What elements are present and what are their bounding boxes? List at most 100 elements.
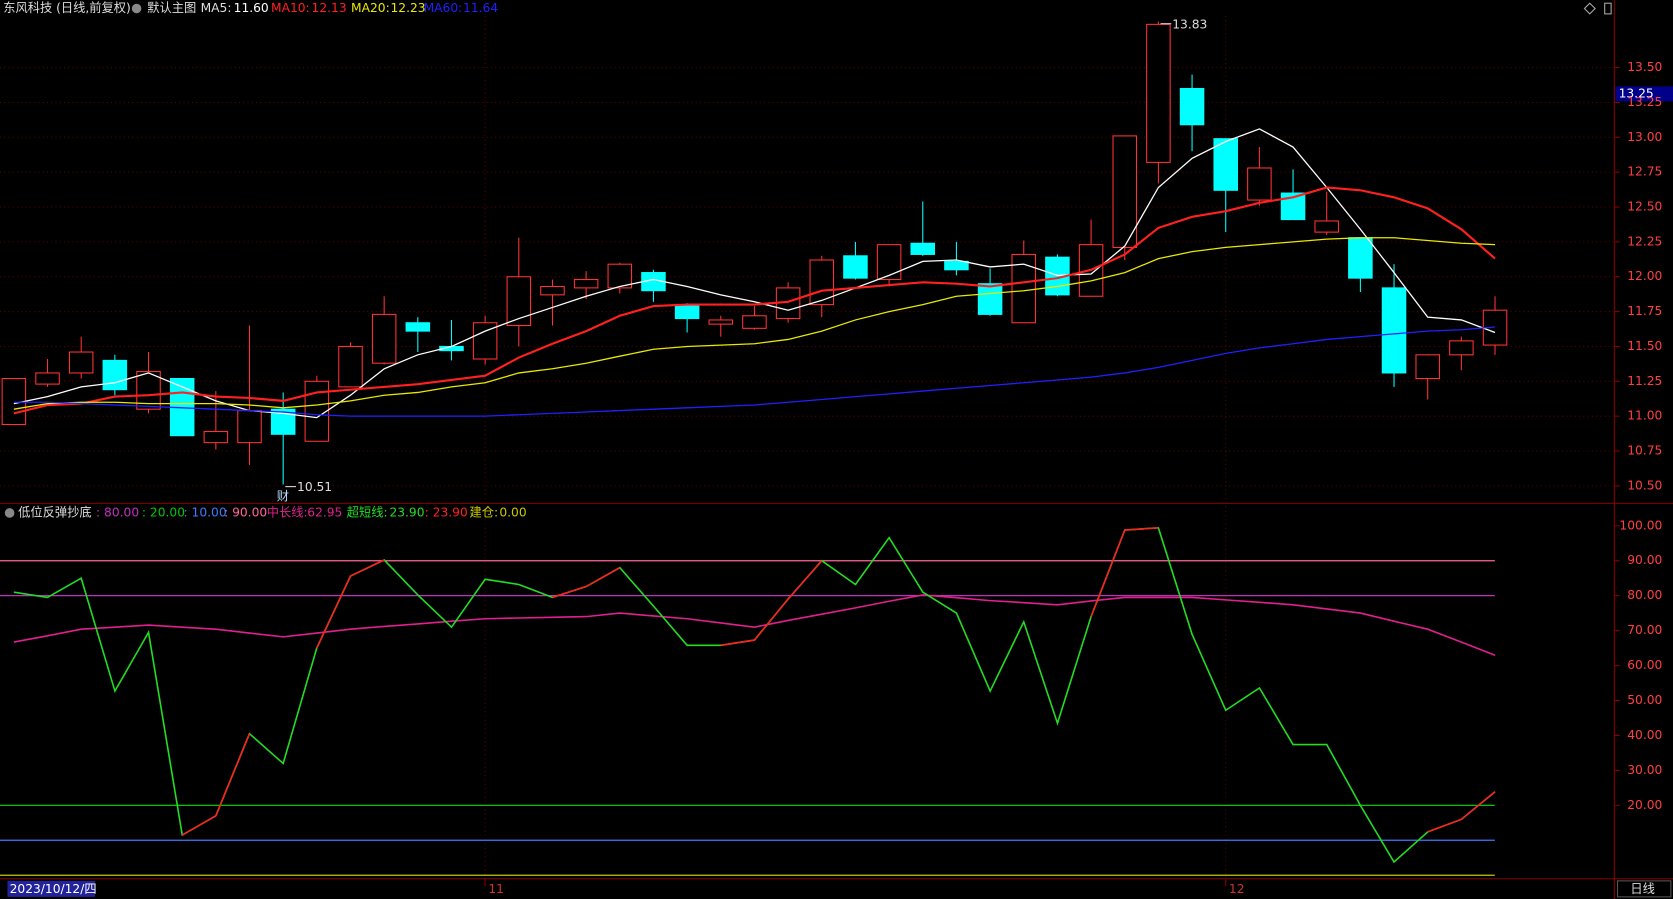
legend-name: MA10:: [271, 1, 310, 15]
legend-name: MA5:: [201, 1, 232, 15]
period-label[interactable]: 日线: [1630, 882, 1655, 896]
toggle-icon[interactable]: [1583, 2, 1596, 15]
candle-body: [1381, 287, 1407, 374]
legend-value: 62.95: [307, 505, 342, 519]
event-label: 财: [277, 489, 289, 503]
y-tick-label: 11.75: [1627, 304, 1662, 318]
candle-body: [1179, 87, 1205, 126]
y-tick-label: 80.00: [1627, 588, 1662, 602]
candle-body: [136, 371, 161, 410]
legend-value: 12.13: [312, 1, 347, 15]
y-tick-label: 30.00: [1627, 763, 1662, 777]
y-tick-label: 11.00: [1627, 409, 1662, 423]
candle-body: [102, 359, 128, 391]
candle-body: [977, 283, 1003, 315]
legend-value: : 80.00: [96, 505, 139, 519]
candle-body: [68, 351, 94, 374]
y-tick-label: 13.00: [1627, 130, 1662, 144]
candle-body: [1348, 237, 1373, 279]
candle-body: [843, 255, 868, 279]
y-tick-label: 60.00: [1627, 658, 1662, 672]
y-tick-label: 20.00: [1627, 798, 1662, 812]
candle-body: [910, 242, 936, 255]
candle-body: [674, 304, 700, 320]
panel-icon[interactable]: [1604, 2, 1612, 15]
legend-name: MA60:: [424, 1, 463, 15]
y-tick-label: 10.50: [1627, 478, 1662, 492]
y-tick-label: 11.50: [1627, 339, 1662, 353]
indicator-line: [181, 527, 1496, 836]
candle-body: [472, 322, 498, 360]
legend-value: 0.00: [499, 505, 526, 519]
indicator-menu-icon[interactable]: [4, 508, 15, 518]
annotation: 13.83: [1172, 17, 1207, 31]
candle-body: [1247, 167, 1272, 201]
candle-body: [203, 430, 229, 444]
legend-name: 建仓:: [469, 505, 498, 519]
candle-body: [338, 345, 363, 388]
y-tick-label: 12.00: [1627, 269, 1662, 283]
y-tick-label: 100.00: [1619, 518, 1662, 532]
candle-body: [742, 315, 767, 329]
candle-body: [1213, 138, 1238, 191]
candle-body: [506, 276, 532, 327]
legend-value: 11.60: [234, 1, 269, 15]
legend-value: : 90.00: [224, 505, 267, 519]
cursor-date-box: [7, 880, 95, 897]
candle-body: [1112, 135, 1138, 248]
candle-body: [270, 408, 296, 435]
legend-value: 12.23: [391, 1, 426, 15]
menu-icon[interactable]: [131, 3, 142, 14]
y-tick-label: 70.00: [1627, 623, 1662, 637]
candle-body: [876, 244, 902, 281]
candle-body: [573, 278, 599, 289]
x-tick-label: 11: [488, 882, 504, 896]
y-tick-label: 40.00: [1627, 728, 1662, 742]
y-tick-label: 50.00: [1627, 693, 1662, 707]
candle-body: [237, 410, 262, 444]
legend-value: 23.90: [389, 505, 424, 519]
chart-title: 东风科技 (日线,前复权): [3, 0, 131, 15]
cursor-date: 2023/10/12/四: [10, 882, 97, 896]
cursor-price-box: [1615, 86, 1673, 102]
legend-name: 中长线:: [267, 504, 308, 519]
indicator-title: 低位反弹抄底: [18, 504, 92, 519]
cursor-price: 13.25: [1619, 86, 1654, 100]
candle-body: [304, 380, 330, 442]
legend-value: 11.64: [463, 1, 498, 15]
ma-line: [13, 326, 1496, 417]
y-tick-label: 90.00: [1627, 553, 1662, 567]
y-tick-label: 11.25: [1627, 374, 1662, 388]
indicator-line: [13, 594, 1496, 656]
legend-name: 超短线:: [347, 504, 388, 519]
legend-value: : 10.00: [184, 505, 227, 519]
ma-line: [13, 186, 1496, 415]
candle-body: [607, 263, 633, 289]
subtitle: 默认主图: [147, 0, 196, 15]
candle-body: [1449, 340, 1474, 356]
ma-line: [13, 237, 1496, 410]
candle-body: [944, 260, 969, 271]
x-tick-label: 12: [1229, 882, 1245, 896]
legend-value: : 23.90: [425, 505, 468, 519]
legend-name: MA20:: [351, 1, 390, 15]
period-box[interactable]: [1616, 880, 1672, 898]
y-tick-label: 13.25: [1627, 95, 1662, 109]
y-tick-label: 12.50: [1627, 200, 1662, 214]
legend-value: : 20.00: [142, 505, 185, 519]
y-tick-label: 12.25: [1627, 234, 1662, 248]
y-tick-label: 12.75: [1627, 165, 1662, 179]
y-tick-label: 10.75: [1627, 444, 1662, 458]
candle-body: [405, 322, 431, 332]
candle-body: [708, 319, 734, 325]
candle-body: [1280, 192, 1306, 221]
candle-body: [1415, 354, 1440, 380]
y-tick-label: 13.50: [1627, 60, 1662, 74]
candle-body: [540, 285, 565, 296]
candle-body: [1314, 220, 1339, 233]
candle-body: [35, 372, 60, 385]
candle-body: [1146, 23, 1171, 163]
